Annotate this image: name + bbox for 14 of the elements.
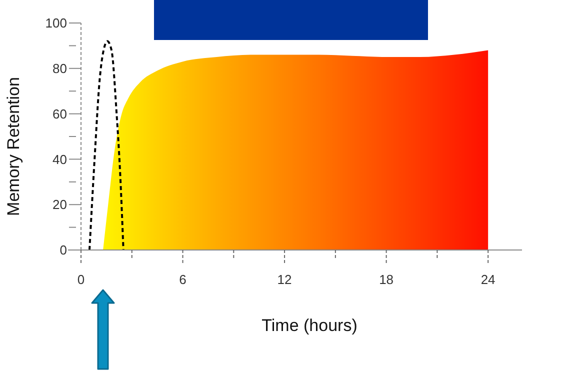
y-tick-label: 80 <box>52 60 67 76</box>
line-series <box>88 40 124 251</box>
y-axis-title: Memory Retention <box>4 77 23 216</box>
y-tick-label: 40 <box>52 152 67 167</box>
x-tick-label: 6 <box>179 272 186 287</box>
x-tick-label: 18 <box>379 272 394 287</box>
x-tick-label: 12 <box>277 272 292 287</box>
y-tick-label: 20 <box>52 197 67 212</box>
x-tick-label: 0 <box>77 272 85 287</box>
y-tick-label: 60 <box>52 106 67 122</box>
y-tick-label: 100 <box>45 16 67 31</box>
x-axis-title: Time (hours) <box>262 316 358 335</box>
x-tick-label: 24 <box>480 272 496 287</box>
y-tick-label: 0 <box>60 242 67 258</box>
